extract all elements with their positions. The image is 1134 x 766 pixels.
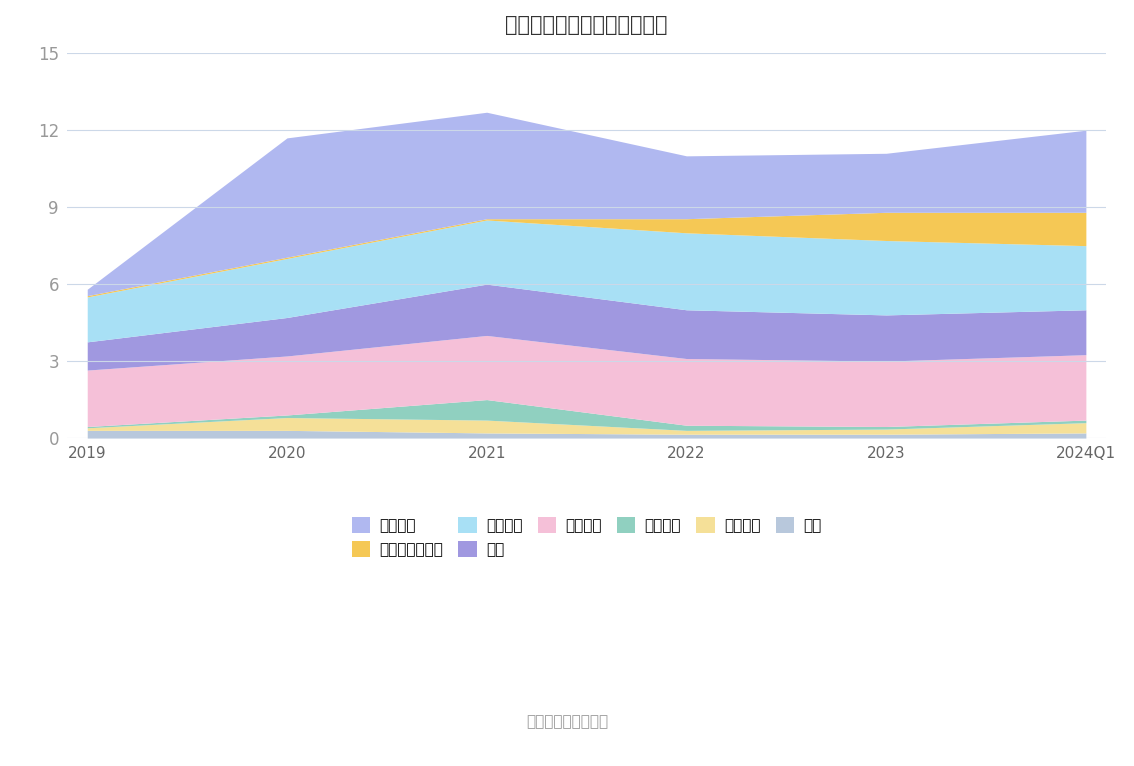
Text: 数据来源：恒生聚源: 数据来源：恒生聚源 bbox=[526, 714, 608, 729]
Title: 历年主要资产堆积图（亿元）: 历年主要资产堆积图（亿元） bbox=[506, 15, 668, 35]
Legend: 货币资金, 交易性金融资产, 应收账款, 存货, 固定资产, 在建工程, 无形资产, 其它: 货币资金, 交易性金融资产, 应收账款, 存货, 固定资产, 在建工程, 无形资… bbox=[346, 511, 828, 563]
